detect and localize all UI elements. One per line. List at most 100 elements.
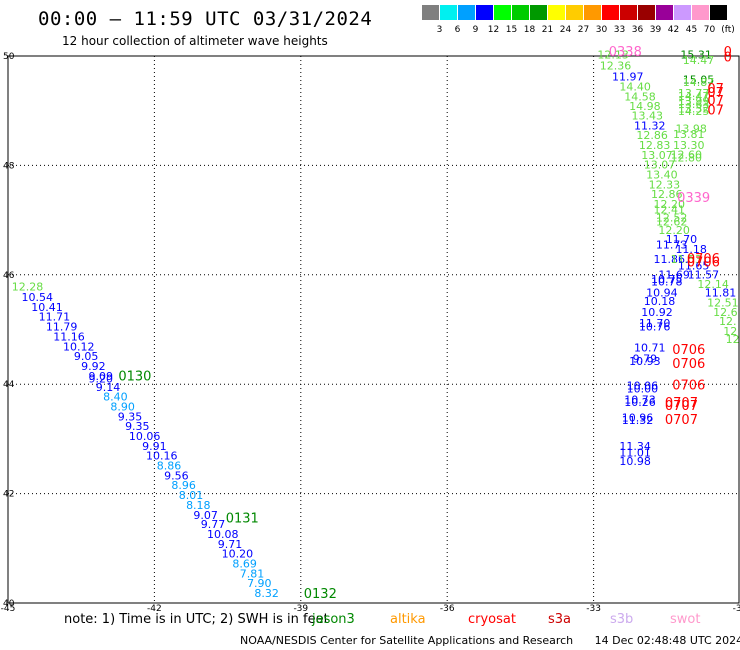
color-scale-label: 18	[523, 25, 536, 35]
data-label-cryosat: 0	[724, 50, 732, 65]
color-swatch	[512, 5, 529, 20]
data-label-jason3: 0131	[226, 512, 259, 527]
chart-subtitle: 12 hour collection of altimeter wave hei…	[62, 34, 328, 48]
generated-timestamp: 14 Dec 02:48:48 UTC 2024	[594, 634, 740, 647]
data-label-east-track: 12.41	[653, 204, 685, 217]
x-tick-label: -39	[293, 604, 308, 614]
data-label-east-track: 13.99	[678, 95, 710, 108]
data-label-s3b: 9.14	[96, 381, 121, 394]
satellite-legend-s3a: s3a	[548, 612, 572, 627]
data-label-east-track: 12.6	[713, 306, 738, 319]
data-label-s3b: 9.77	[201, 518, 226, 531]
x-tick-label: -36	[440, 604, 455, 614]
data-label-east-track: 13.43	[632, 109, 664, 122]
x-tick-label: -33	[586, 604, 601, 614]
data-label-east-track: 10.98	[619, 455, 651, 468]
color-swatch	[566, 5, 583, 20]
color-scale-label: 3	[436, 25, 443, 35]
color-scale-label: 36	[631, 25, 644, 35]
data-label-s3b: 10.41	[31, 301, 63, 314]
data-label-swot: 0338	[609, 45, 642, 60]
data-label-east-track: 15.05	[683, 73, 715, 86]
data-label-east-track: 12.62	[656, 216, 688, 229]
data-label-east-track: 12.14	[697, 278, 729, 291]
data-label-east-track: 11.65	[678, 259, 710, 272]
data-label-cryosat: 0706	[687, 252, 720, 267]
data-label-east-track: 11.32	[622, 414, 654, 427]
data-label-east-track: 12.13	[597, 49, 629, 62]
agency-credit: NOAA/NESDIS Center for Satellite Applica…	[240, 634, 574, 647]
data-label-east-track: 12.52	[656, 212, 688, 225]
data-label-s3b: 10.54	[22, 291, 54, 304]
color-scale-label: 45	[685, 25, 698, 35]
data-label-east-track: 12	[723, 325, 737, 338]
color-swatch	[422, 5, 439, 20]
data-label-cryosat: 07	[707, 82, 724, 97]
data-label-cryosat: 0706	[672, 343, 705, 358]
data-label-east-track: 14.58	[624, 90, 656, 103]
data-label-east-track: 11.32	[634, 119, 666, 132]
x-tick-label: -30	[733, 604, 740, 614]
data-label-s3b: 9.07	[193, 509, 218, 522]
data-label-east-track: 10.93	[629, 355, 661, 368]
color-swatch	[602, 5, 619, 20]
data-label-s3b: 9.35	[118, 410, 143, 423]
data-label-east-track: 13.77	[678, 87, 710, 100]
data-label-east-track: 12.86	[651, 188, 683, 201]
data-label-s3b: 10.12	[63, 340, 95, 353]
color-scale-label: 33	[613, 25, 626, 35]
data-label-east-track: 13.30	[673, 139, 705, 152]
color-swatch	[620, 5, 637, 20]
data-label-east-track: 12.36	[600, 60, 632, 73]
data-label-east-track: 12.20	[658, 224, 690, 237]
data-label-cryosat: 07	[707, 104, 724, 119]
color-scale-label: 24	[559, 25, 572, 35]
data-label-east-track: 11.97	[612, 71, 644, 84]
data-label-s3b: 8.96	[171, 479, 196, 492]
y-tick-label: 46	[3, 271, 15, 281]
data-label-cryosat: 0707	[665, 413, 698, 428]
color-swatch	[692, 5, 709, 20]
data-label-cryosat: 0706	[687, 256, 720, 271]
satellite-legend-cryosat: cryosat	[468, 612, 516, 627]
data-label-east-track: 12.80	[671, 152, 703, 165]
data-label-s3b: 9.09	[88, 370, 113, 383]
data-label-east-track: 9.79	[633, 352, 658, 365]
data-label-east-track: 11.73	[656, 239, 688, 252]
x-tick-label: -42	[147, 604, 162, 614]
data-label-east-track: 11.81	[705, 287, 737, 300]
data-label-east-track: 12.83	[639, 139, 671, 152]
y-tick-label: 44	[3, 380, 15, 390]
data-label-east-track: 11.70	[666, 233, 698, 246]
color-scale-label: 9	[472, 25, 479, 35]
color-scale-label: 30	[595, 25, 608, 35]
color-swatch	[584, 5, 601, 20]
data-label-east-track: 13.40	[646, 169, 678, 182]
data-label-cryosat: 0707	[665, 396, 698, 411]
data-label-east-track: 12.51	[707, 297, 739, 310]
data-label-east-track: 11.53	[671, 253, 703, 266]
plot-frame	[7, 55, 740, 604]
data-label-east-track: 14.47	[683, 54, 715, 67]
data-label-east-track: 14.47	[678, 90, 710, 103]
data-label-s3b: 9.92	[81, 360, 106, 373]
data-label-east-track: 10.94	[646, 287, 678, 300]
color-scale-label: 42	[667, 25, 680, 35]
data-label-s3b: 9.05	[74, 350, 99, 363]
color-swatch	[458, 5, 475, 20]
y-tick-label: 42	[3, 490, 14, 500]
data-label-s3b: 8.86	[157, 460, 182, 473]
data-label-s3b: 8.69	[232, 557, 257, 570]
color-scale-label: 39	[649, 25, 662, 35]
data-label-east-track: 11.69	[658, 269, 690, 282]
data-label-east-track: 11.34	[619, 440, 651, 453]
data-label-s3b: 12.28	[12, 281, 44, 294]
data-label-east-track: 13.07	[644, 159, 676, 172]
color-scale-label: 27	[577, 25, 590, 35]
color-swatch	[494, 5, 511, 20]
data-label-east-track: 14.40	[619, 80, 651, 93]
data-label-cryosat: 0707	[665, 399, 698, 414]
color-scale-label: 21	[541, 25, 554, 35]
data-label-east-track: 12.86	[636, 129, 668, 142]
data-label-east-track: 10.96	[622, 411, 654, 424]
